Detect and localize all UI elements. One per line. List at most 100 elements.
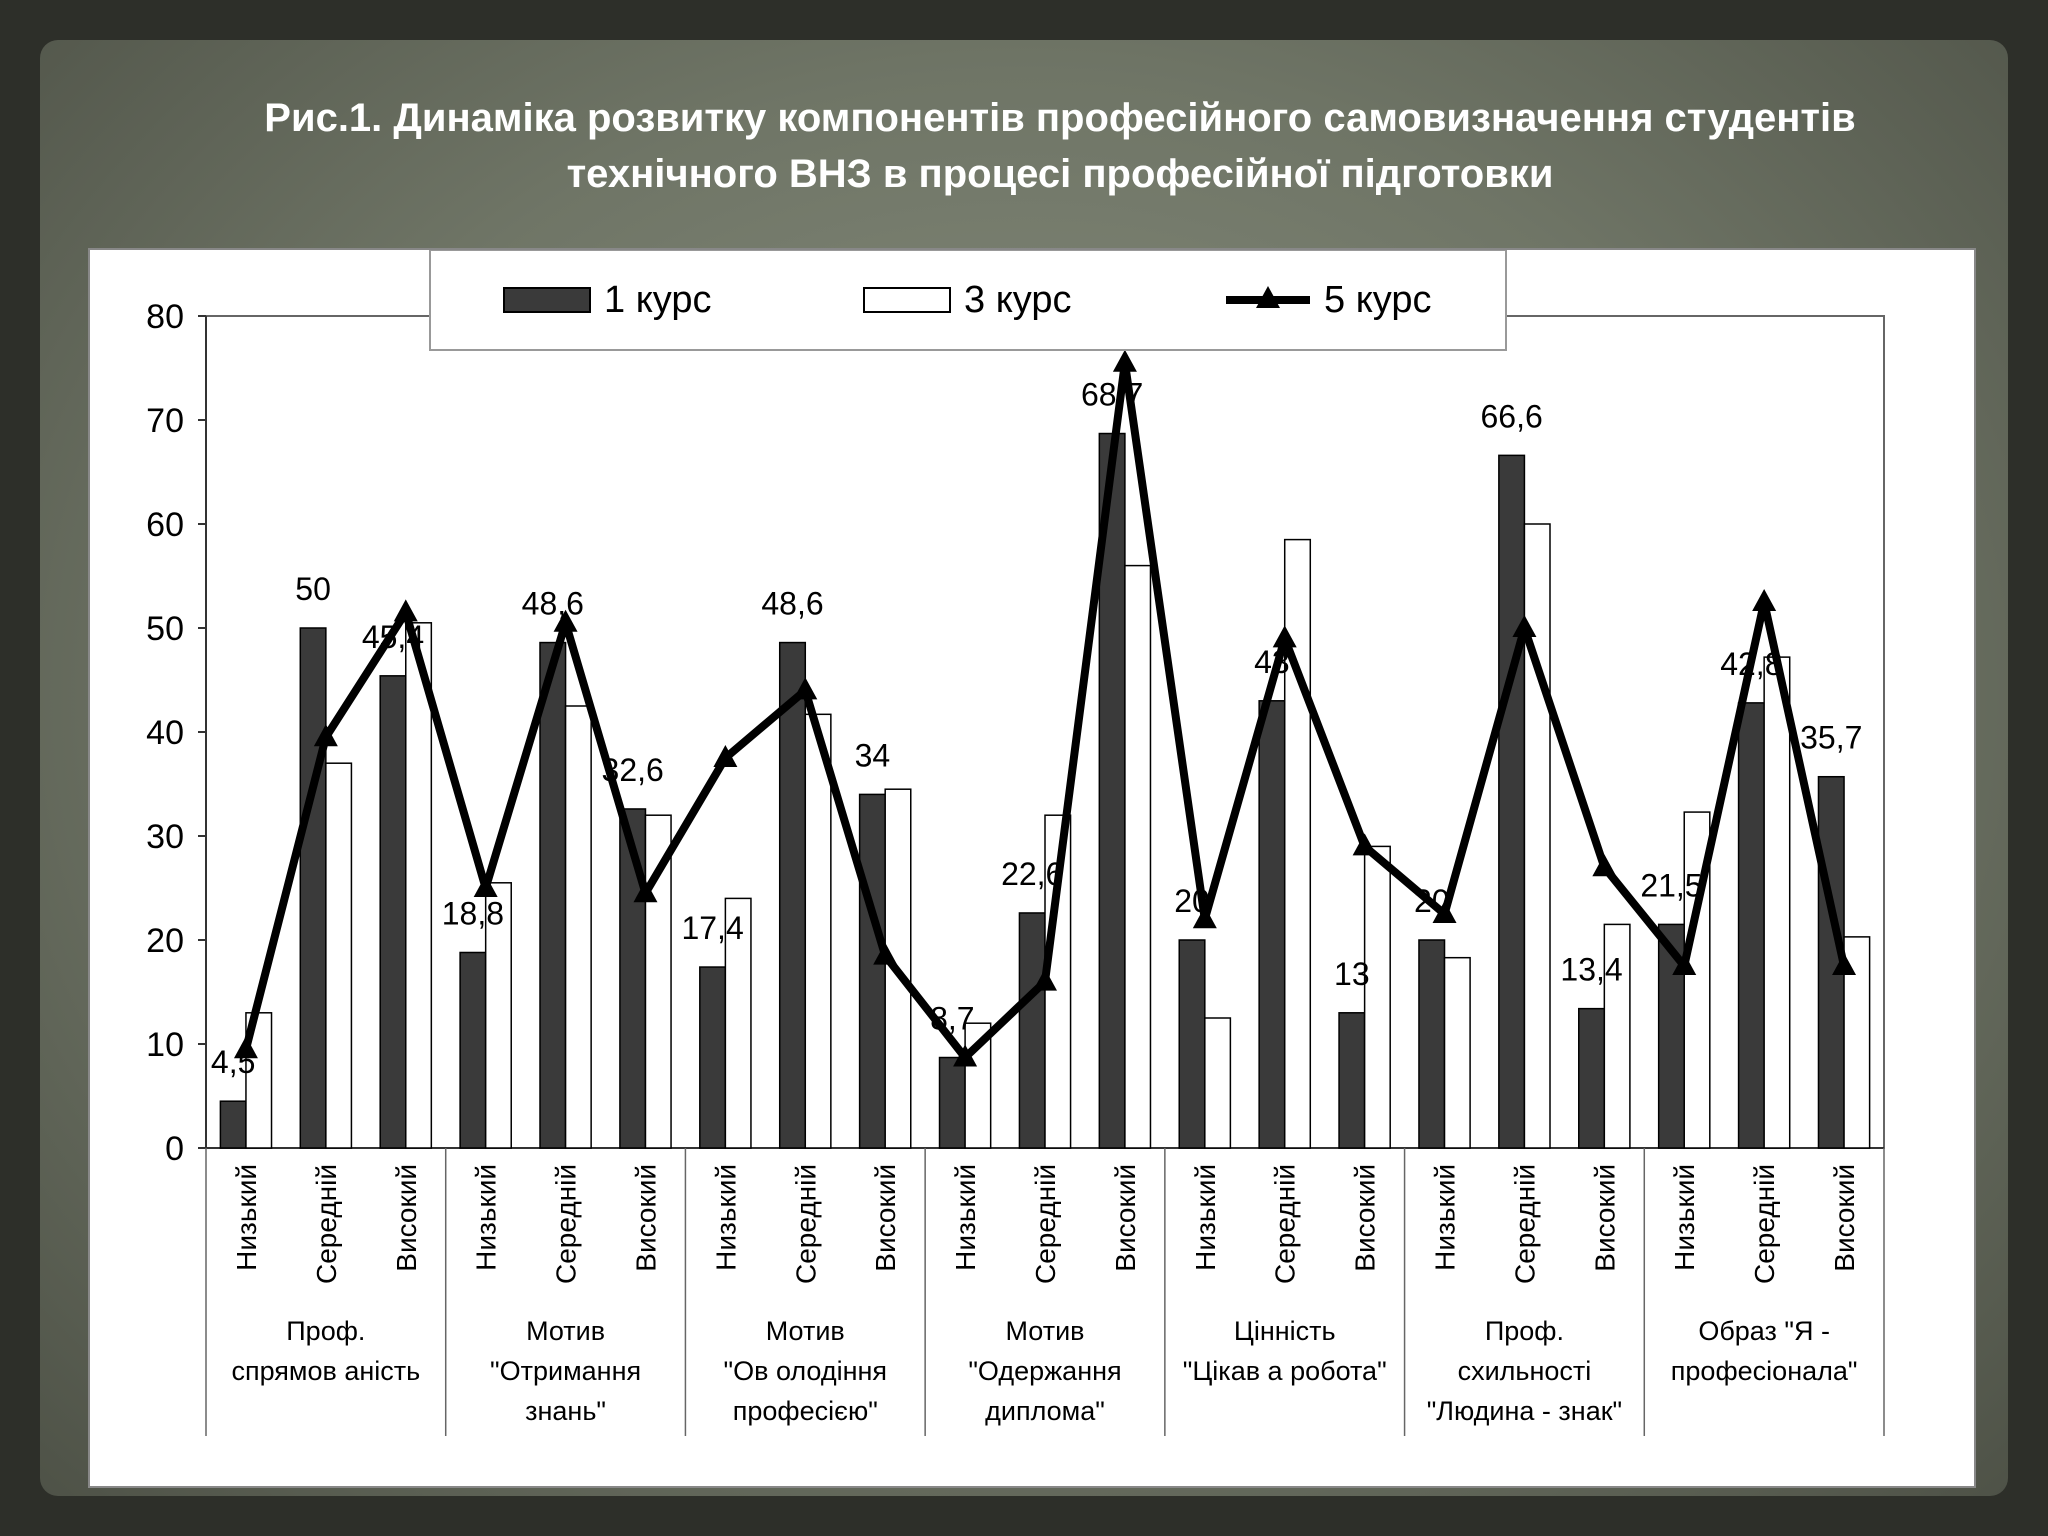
line-marker: [1352, 833, 1377, 856]
legend-swatch-3-kurs: [863, 287, 951, 313]
bar-1: [1338, 1012, 1366, 1149]
group-label: Образ "Я -: [1698, 1316, 1830, 1346]
line-marker: [1512, 615, 1537, 637]
bar-1: [778, 641, 807, 1149]
x-level-label: Середній: [790, 1164, 821, 1284]
bar-2: [484, 882, 512, 1149]
legend-label-1-kurs: 1 курс: [604, 279, 711, 321]
bar-1: [1178, 939, 1206, 1149]
line-marker: [1832, 953, 1857, 975]
y-tick-label: 70: [146, 402, 184, 440]
bar-2: [1763, 656, 1791, 1149]
bar-1: [1498, 454, 1526, 1149]
data-label: 17,4: [681, 910, 743, 946]
bar-1: [379, 675, 407, 1149]
bar-2: [1363, 845, 1391, 1149]
group-label: професією": [733, 1396, 878, 1426]
line-marker: [713, 745, 738, 767]
line-marker: [1752, 589, 1777, 611]
group-label: "Цікав а робота": [1183, 1356, 1387, 1386]
line-marker: [633, 880, 658, 903]
line-marker: [873, 942, 898, 965]
bar-1: [219, 1100, 247, 1149]
y-tick-label: 30: [146, 818, 184, 856]
x-level-label: Високий: [1110, 1164, 1141, 1272]
x-level-label: Середній: [1749, 1164, 1780, 1284]
line-marker: [1033, 968, 1057, 991]
bar-1: [1018, 912, 1046, 1149]
group-label: диплома": [985, 1396, 1105, 1426]
x-level-label: Низький: [471, 1164, 502, 1271]
bar-1: [938, 1056, 966, 1149]
x-level-label: Низький: [231, 1164, 262, 1271]
bar-2: [1283, 538, 1312, 1149]
bar-2: [1124, 564, 1152, 1149]
group-label: "Одержання: [968, 1356, 1121, 1386]
bar-2: [1523, 523, 1551, 1149]
data-label: 21,5: [1640, 867, 1702, 903]
line-marker: [473, 875, 498, 897]
x-level-label: Середній: [1270, 1164, 1301, 1284]
data-label: 48,6: [522, 586, 584, 622]
bar-2: [724, 897, 752, 1149]
x-level-label: Низький: [1430, 1164, 1461, 1271]
data-label: 35,7: [1800, 720, 1862, 756]
x-level-label: Низький: [1669, 1164, 1700, 1271]
line-marker: [553, 609, 578, 632]
bar-1: [299, 627, 327, 1149]
bar-2: [564, 705, 592, 1149]
y-tick-label: 50: [146, 610, 184, 648]
bar-2: [325, 762, 353, 1149]
bar-1: [459, 951, 487, 1149]
y-tick-label: 20: [146, 922, 184, 960]
title-line-2: технічного ВНЗ в процесі професійної під…: [566, 152, 1554, 196]
x-level-label: Низький: [1190, 1164, 1221, 1271]
line-marker: [233, 1036, 258, 1059]
x-level-label: Середній: [1509, 1164, 1540, 1284]
data-label: 22,6: [1001, 856, 1063, 892]
legend-swatch-1-kurs: [503, 287, 591, 313]
group-label: схильності: [1458, 1356, 1592, 1386]
x-level-label: Високий: [1829, 1164, 1860, 1272]
title-line-1: Рис.1. Динаміка розвитку компонентів про…: [264, 96, 1856, 140]
group-label: Проф.: [286, 1316, 365, 1346]
x-level-label: Високий: [870, 1164, 901, 1272]
bar-1: [858, 793, 886, 1149]
data-label: 13: [1334, 956, 1370, 992]
line-marker: [1112, 349, 1137, 372]
data-label: 34: [855, 737, 891, 773]
line-marker: [393, 599, 418, 622]
x-level-label: Низький: [950, 1164, 981, 1271]
line-marker: [793, 677, 818, 700]
group-label: професіонала": [1671, 1356, 1858, 1386]
bar-1: [1258, 700, 1286, 1149]
x-level-label: Середній: [551, 1164, 582, 1284]
bar-1: [699, 966, 727, 1149]
group-label: "Отримання: [490, 1356, 641, 1386]
group-label: спрямов аніcть: [231, 1356, 420, 1386]
line-marker: [1672, 953, 1697, 975]
legend-label-5-kurs: 5 курс: [1324, 279, 1431, 321]
chart-panel: 0 10 20 30 40 50 60 70 80 4,5 50 45,4 18,8 48,6 32,6 17…: [88, 248, 1976, 1488]
data-label: 50: [295, 571, 331, 607]
group-label: Мотив: [1005, 1316, 1084, 1346]
y-tick-label: 40: [146, 714, 184, 752]
bar-2: [804, 713, 832, 1149]
chart-svg: 010203040506070804,55045,418,848,632,617…: [146, 250, 1885, 1436]
group-label: "Людина - знак": [1427, 1396, 1622, 1426]
group-label: Цінність: [1234, 1316, 1336, 1346]
group-label: знань": [525, 1396, 606, 1426]
x-level-label: Середній: [311, 1164, 342, 1284]
line-marker: [313, 724, 338, 747]
group-label: "Ов олодіння: [724, 1356, 888, 1386]
chart-title: Рис.1. Динаміка розвитку компонентів про…: [120, 90, 2000, 202]
line-marker: [1192, 906, 1217, 929]
line-marker: [1432, 901, 1457, 923]
group-label: Мотив: [766, 1316, 845, 1346]
bar-1: [1737, 702, 1765, 1149]
bar-1: [539, 641, 567, 1149]
x-level-label: Високий: [391, 1164, 422, 1272]
data-label: 48,6: [761, 586, 823, 622]
line-marker: [953, 1044, 978, 1067]
bar-2: [1443, 956, 1471, 1149]
